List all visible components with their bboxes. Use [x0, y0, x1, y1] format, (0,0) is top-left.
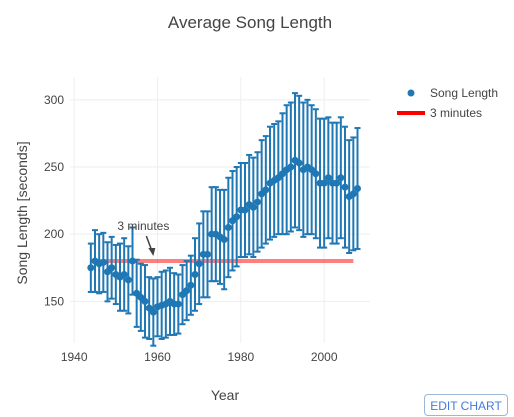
data-point — [220, 236, 228, 244]
edit-chart-button[interactable]: EDIT CHART — [424, 394, 508, 416]
data-point — [349, 190, 357, 198]
x-tick-label: 1940 — [61, 350, 88, 364]
data-point — [249, 203, 257, 211]
data-point — [295, 159, 303, 167]
y-tick-label: 150 — [44, 294, 64, 308]
annotation-label: 3 minutes — [117, 219, 169, 233]
data-point — [141, 297, 149, 305]
data-point — [195, 260, 203, 268]
x-axis-title: Year — [211, 387, 240, 403]
legend-label-song-length: Song Length — [430, 86, 498, 100]
data-point — [324, 174, 332, 182]
annotation-arrow-head — [148, 248, 156, 257]
data-point — [120, 270, 128, 278]
x-tick-label: 1980 — [227, 350, 254, 364]
data-point — [254, 198, 261, 206]
data-point — [174, 300, 182, 308]
data-point — [124, 276, 132, 284]
data-point — [204, 250, 211, 258]
data-point — [187, 281, 195, 289]
legend-marker-song-length — [407, 89, 415, 97]
data-point — [108, 264, 116, 272]
data-point — [233, 213, 241, 221]
y-axis-title: Song Length [seconds] — [14, 141, 30, 284]
x-tick-label: 2000 — [311, 350, 338, 364]
data-point — [99, 258, 107, 266]
data-point — [354, 185, 361, 193]
data-point — [191, 270, 199, 278]
chart-title: Average Song Length — [168, 13, 332, 32]
data-point — [149, 308, 157, 316]
data-point — [87, 264, 95, 272]
legend-label-3-minutes: 3 minutes — [430, 106, 482, 120]
y-tick-label: 250 — [44, 160, 64, 174]
data-point — [287, 163, 295, 171]
data-point — [224, 223, 232, 231]
data-point — [129, 257, 136, 265]
data-point — [333, 179, 341, 187]
y-tick-label: 300 — [44, 93, 64, 107]
data-point — [320, 179, 328, 187]
data-point — [241, 206, 249, 214]
y-tick-label: 200 — [44, 227, 64, 241]
data-point — [312, 170, 320, 178]
data-point — [337, 174, 345, 182]
data-point — [262, 186, 270, 194]
data-point — [341, 183, 349, 191]
x-tick-label: 1960 — [144, 350, 171, 364]
data-point — [183, 287, 191, 295]
